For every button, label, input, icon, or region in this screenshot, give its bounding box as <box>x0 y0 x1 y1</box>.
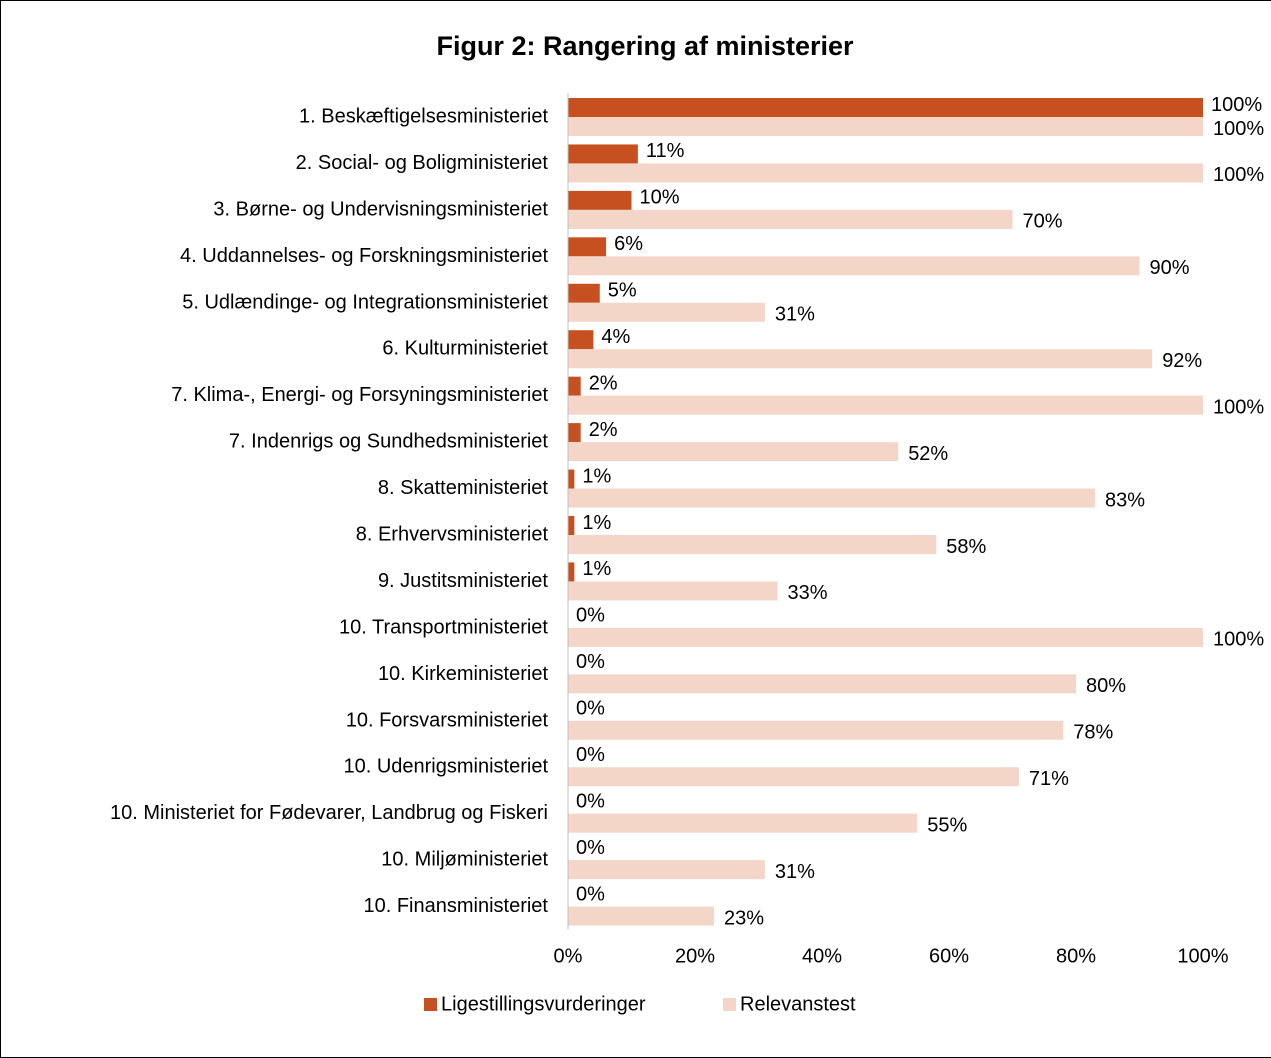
x-tick-label: 100% <box>1177 945 1228 967</box>
value-label: 52% <box>908 443 948 465</box>
bar <box>568 376 581 396</box>
y-tick-label: 10. Transportministeriet <box>339 616 548 638</box>
value-label: 100% <box>1213 396 1264 418</box>
x-tick-label: 40% <box>802 945 842 967</box>
value-label: 1% <box>582 558 611 580</box>
value-label: 31% <box>775 304 815 326</box>
value-label: 11% <box>646 140 685 162</box>
value-label: 92% <box>1162 350 1202 372</box>
bar <box>568 283 600 303</box>
bar <box>568 256 1140 276</box>
value-label: 31% <box>775 861 815 883</box>
bar <box>568 163 1203 183</box>
bar <box>568 488 1096 508</box>
bar <box>568 767 1019 787</box>
value-label: 0% <box>576 698 605 720</box>
bar <box>568 144 638 164</box>
value-label: 78% <box>1073 722 1113 744</box>
y-tick-label: 1. Beskæftigelsesministeriet <box>299 106 548 128</box>
value-label: 23% <box>724 907 764 929</box>
value-label: 0% <box>576 744 605 766</box>
value-label: 100% <box>1211 94 1262 116</box>
value-label: 100% <box>1213 118 1264 140</box>
bar <box>568 860 765 880</box>
bar <box>568 237 607 257</box>
y-tick-label: 10. Finansministeriet <box>363 895 548 917</box>
value-label: 100% <box>1213 164 1264 186</box>
y-tick-label: 2. Social- og Boligministeriet <box>296 152 549 174</box>
value-label: 71% <box>1029 768 1069 790</box>
value-label: 0% <box>576 837 605 859</box>
bar <box>568 209 1013 229</box>
y-tick-label: 7. Klima-, Energi- og Forsyningsminister… <box>171 384 548 406</box>
value-label: 0% <box>576 883 605 905</box>
y-tick-label: 7. Indenrigs og Sundhedsministeriet <box>229 431 549 453</box>
legend-label: Relevanstest <box>740 993 856 1015</box>
value-label: 2% <box>589 372 618 394</box>
y-tick-label: 6. Kulturministeriet <box>382 338 548 360</box>
y-tick-label: 8. Skatteministeriet <box>378 477 549 499</box>
value-label: 100% <box>1213 629 1264 651</box>
value-label: 0% <box>576 790 605 812</box>
bar <box>568 627 1203 647</box>
bar <box>568 442 899 462</box>
x-tick-label: 60% <box>929 945 969 967</box>
y-tick-label: 3. Børne- og Undervisningsministeriet <box>213 198 548 220</box>
bar <box>568 349 1153 369</box>
y-tick-label: 5. Udlændinge- og Integrationsministerie… <box>182 291 548 313</box>
value-label: 58% <box>946 536 986 558</box>
bar <box>568 906 715 926</box>
bar <box>568 395 1203 415</box>
value-label: 80% <box>1086 675 1126 697</box>
legend-swatch <box>424 998 437 1011</box>
bar <box>568 469 575 489</box>
value-label: 0% <box>576 651 605 673</box>
value-label: 55% <box>927 814 967 836</box>
value-label: 5% <box>608 280 637 302</box>
bar <box>568 302 765 322</box>
y-tick-label: 10. Ministeriet for Fødevarer, Landbrug … <box>110 802 548 824</box>
bar <box>568 581 778 601</box>
value-label: 10% <box>640 187 680 209</box>
value-label: 1% <box>582 512 611 534</box>
y-tick-label: 10. Miljøministeriet <box>381 849 548 871</box>
bar <box>568 190 632 210</box>
value-label: 6% <box>614 233 643 255</box>
value-label: 83% <box>1105 489 1145 511</box>
y-tick-label: 8. Erhvervsministeriet <box>356 524 549 546</box>
x-tick-label: 0% <box>554 945 583 967</box>
value-label: 33% <box>788 582 828 604</box>
bar <box>568 117 1203 136</box>
value-label: 70% <box>1023 211 1063 233</box>
value-label: 4% <box>601 326 630 348</box>
bar <box>568 423 581 443</box>
y-tick-label: 10. Forsvarsministeriet <box>346 709 549 731</box>
y-tick-label: 9. Justitsministeriet <box>378 570 548 592</box>
bar <box>568 535 937 554</box>
bar <box>568 98 1203 117</box>
value-label: 1% <box>582 465 611 487</box>
chart-title: Figur 2: Rangering af ministerier <box>436 31 854 61</box>
value-label: 2% <box>589 419 618 441</box>
bar <box>568 562 575 582</box>
y-tick-label: 4. Uddannelses- og Forskningsministeriet <box>180 245 548 267</box>
bar <box>568 813 918 833</box>
bar <box>568 516 575 535</box>
x-tick-label: 80% <box>1056 945 1096 967</box>
y-tick-label: 10. Udenrigsministeriet <box>343 756 548 778</box>
bar <box>568 674 1076 694</box>
bar <box>568 720 1064 740</box>
x-tick-label: 20% <box>675 945 715 967</box>
value-label: 0% <box>576 605 605 627</box>
y-tick-label: 10. Kirkeministeriet <box>378 663 549 685</box>
legend-label: Ligestillingsvurderinger <box>441 993 646 1015</box>
legend-swatch <box>723 998 736 1011</box>
value-label: 90% <box>1150 257 1190 279</box>
bar <box>568 330 594 350</box>
